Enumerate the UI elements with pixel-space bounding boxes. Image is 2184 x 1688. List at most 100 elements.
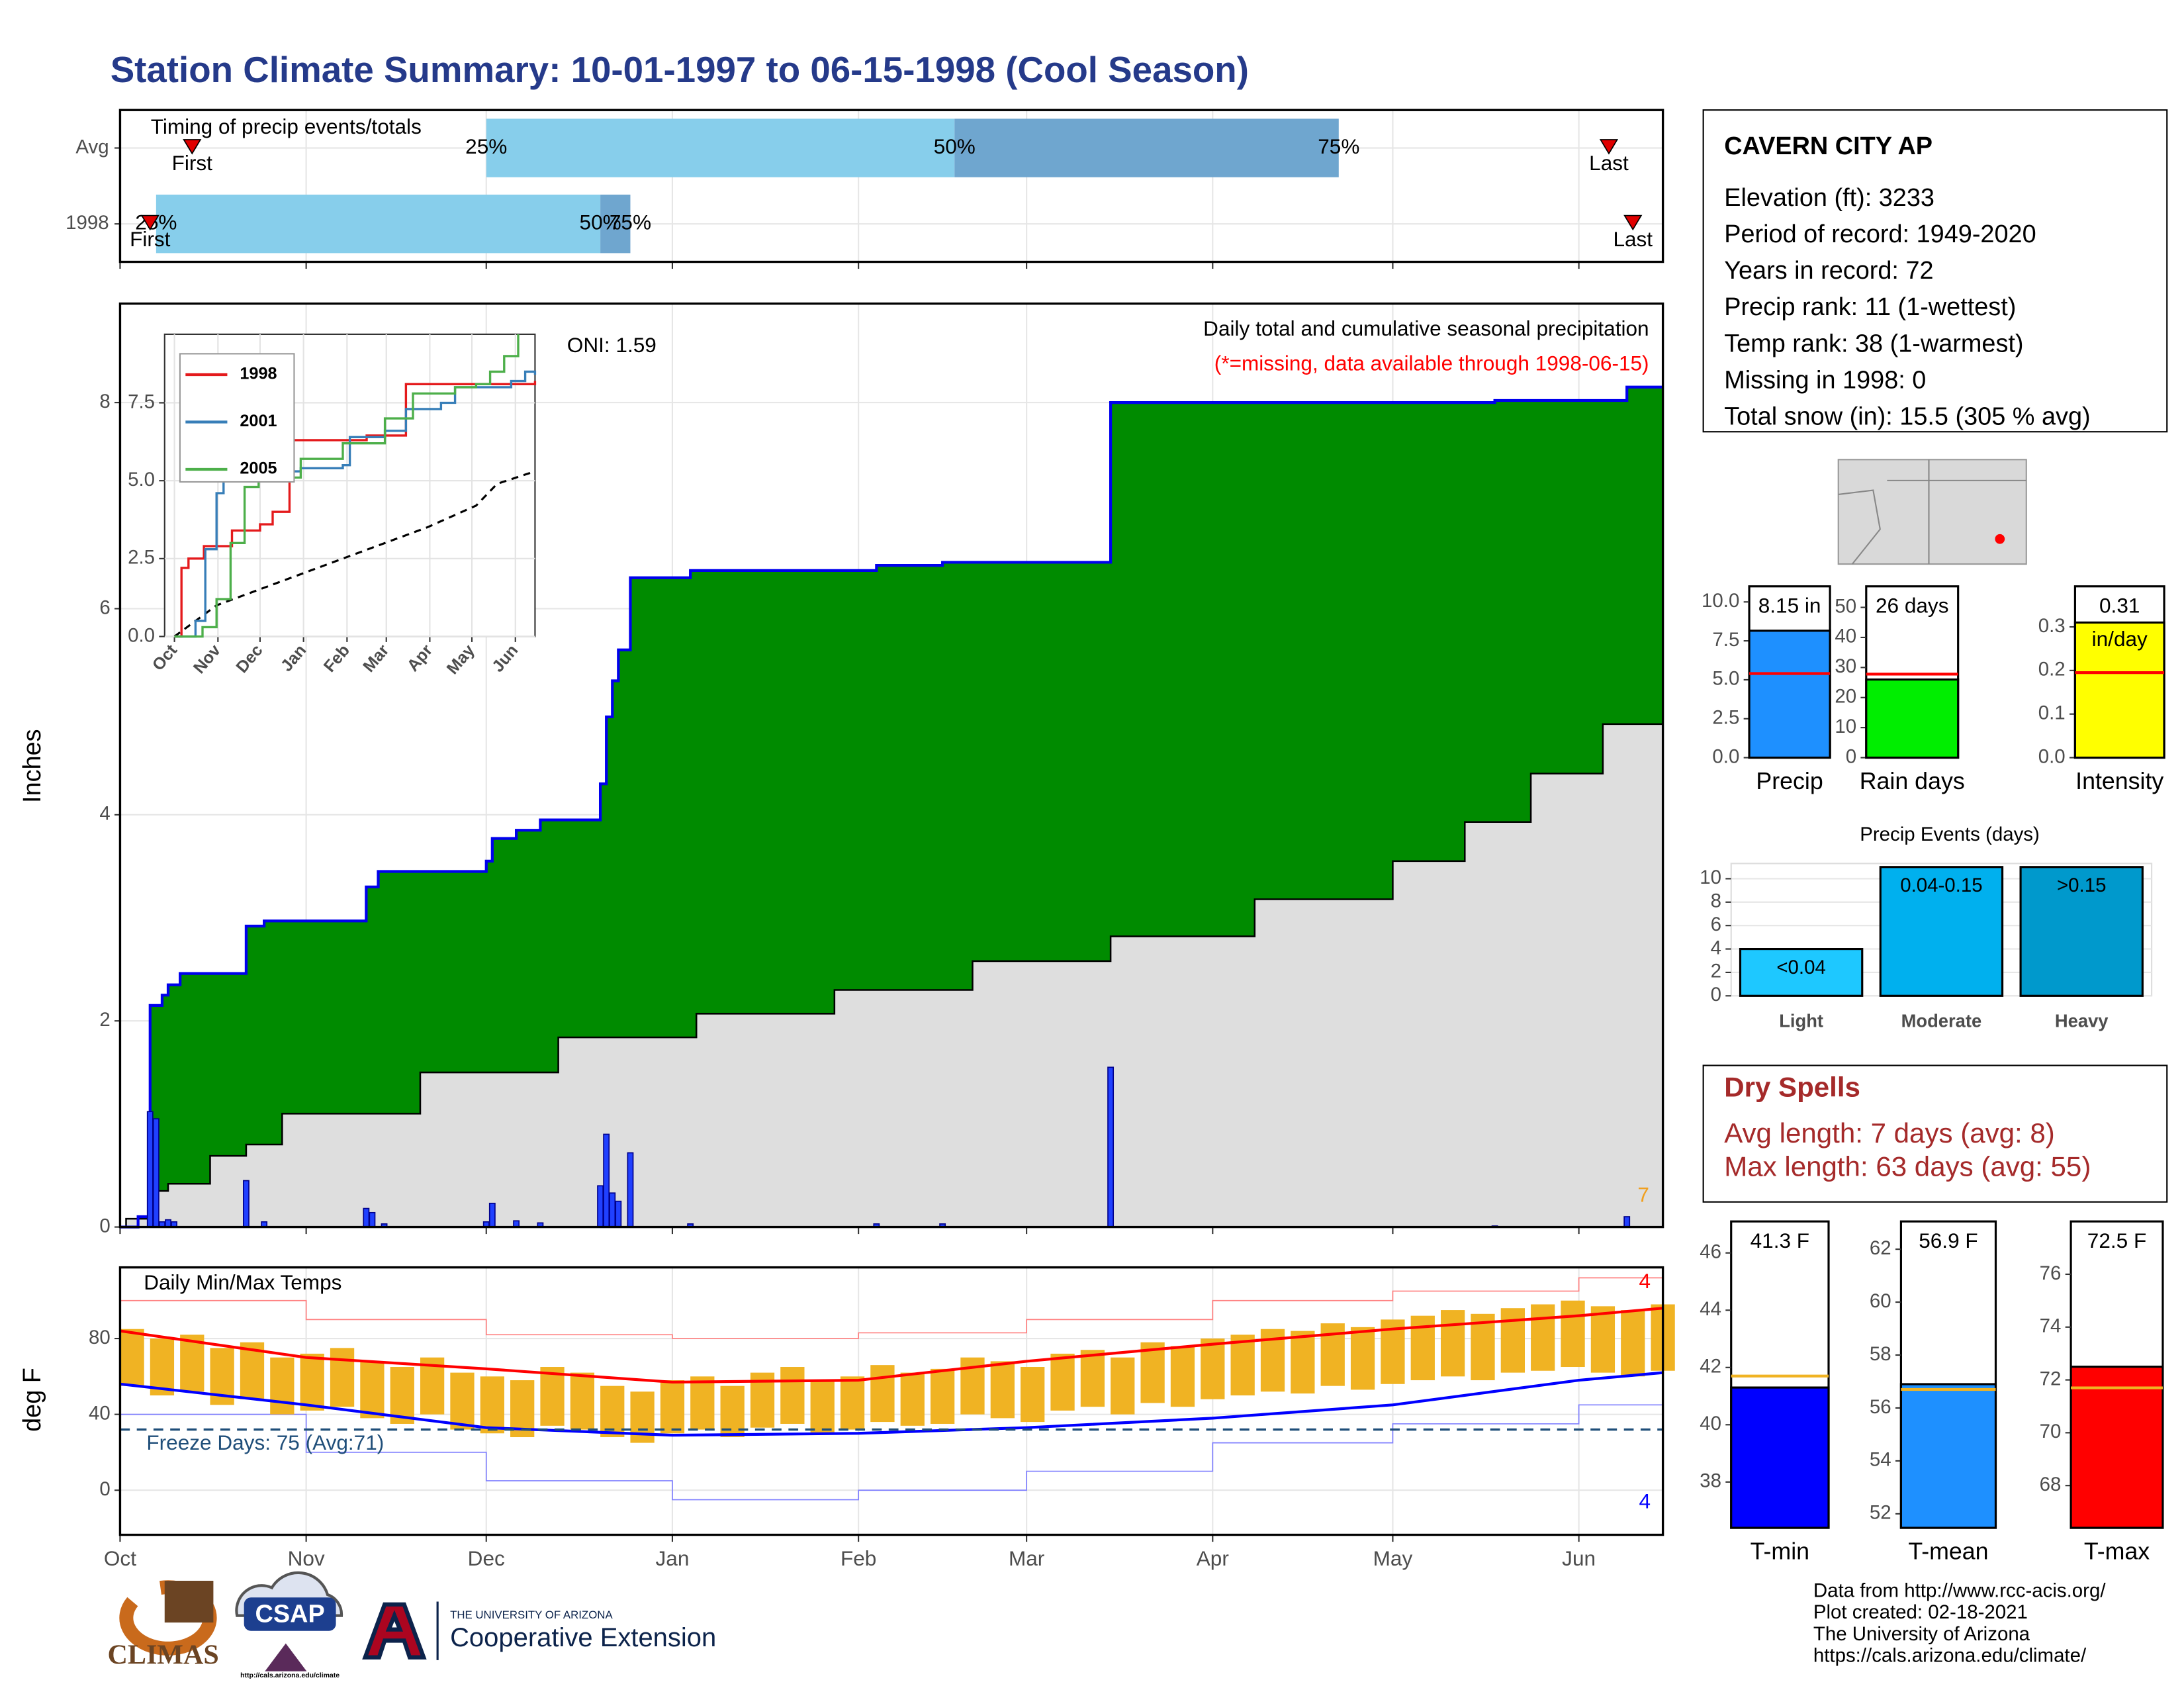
- x-tick-label: Jan: [656, 1546, 690, 1570]
- main-annotation: 7: [1637, 1183, 1649, 1207]
- daily-bar: [627, 1152, 634, 1228]
- normal-area: [120, 696, 1663, 1227]
- temp-bar: [1080, 1350, 1105, 1407]
- footer-line: The University of Arizona: [1813, 1623, 2030, 1645]
- temp-bar: [1500, 1308, 1525, 1373]
- y-tick-label: 40: [1835, 626, 1856, 647]
- y-tick-label: 7.5: [1712, 629, 1739, 651]
- value-label: 0.31 in/day: [2092, 594, 2148, 651]
- bar: [2073, 621, 2165, 759]
- event-label: Last: [1589, 151, 1629, 175]
- event-label: First: [130, 227, 171, 251]
- footer-line: Plot created: 02-18-2021: [1813, 1601, 2028, 1623]
- legend-label: 1998: [240, 365, 277, 383]
- temp-bar: [690, 1376, 715, 1430]
- y-tick-label: 10: [1700, 867, 1721, 888]
- logos: CLIMAS CSAP http://cals.arizona.edu/clim…: [108, 1571, 716, 1679]
- temp-bar: [930, 1368, 955, 1424]
- y-tick-label: 30: [1835, 655, 1856, 677]
- station-box: [1702, 109, 2168, 433]
- x-tick-label: Dec: [468, 1546, 505, 1570]
- value-label: 26 days: [1876, 594, 1949, 618]
- y-tick-label: 2.5: [128, 547, 155, 569]
- y-tick-label: 0.0: [2038, 745, 2066, 767]
- series-line: [174, 370, 537, 638]
- y-tick-label: 74: [2040, 1315, 2062, 1337]
- y-tick-label: 10: [1835, 716, 1856, 737]
- y-tick-label: 4: [1711, 937, 1721, 959]
- category-label: Light: [1779, 1011, 1823, 1031]
- daily-bar: [369, 1211, 376, 1228]
- category-label: T-min: [1751, 1538, 1809, 1564]
- dry-spells-title: Dry Spells: [1724, 1071, 1860, 1102]
- university-name: THE UNIVERSITY OF ARIZONA: [450, 1609, 613, 1621]
- plot-frame: [118, 109, 1664, 263]
- category-label: Precip: [1756, 768, 1823, 794]
- daily-bar: [488, 1202, 496, 1228]
- category-label: Intensity: [2075, 768, 2163, 794]
- temp-bar: [1170, 1346, 1195, 1407]
- y-tick-label: 0.1: [2038, 702, 2066, 724]
- value-label: 72.5 F: [2087, 1229, 2146, 1252]
- y-tick-label: 8: [1711, 890, 1721, 912]
- extension-name: Cooperative Extension: [450, 1623, 716, 1652]
- y-tick-label: 62: [1870, 1237, 1891, 1259]
- daily-bar: [152, 1118, 159, 1228]
- category-label: Rain days: [1860, 768, 1965, 794]
- csap-logo: CSAP: [255, 1601, 325, 1628]
- quartile-bar: [954, 118, 1339, 177]
- row-label: Avg: [75, 136, 109, 158]
- y-tick-label: 20: [1835, 686, 1856, 708]
- temp-bar: [1441, 1310, 1465, 1377]
- x-tick-label: Feb: [841, 1546, 876, 1570]
- quartile-bar: [600, 195, 631, 254]
- value-label: 56.9 F: [1919, 1229, 1978, 1252]
- y-tick-label: 10.0: [1702, 590, 1739, 612]
- daily-bar: [603, 1133, 610, 1228]
- temp-bar: [150, 1338, 175, 1395]
- temp-bar: [390, 1367, 414, 1424]
- dry-spell-line: Max length: 63 days (avg: 55): [1724, 1150, 2091, 1182]
- daily-bar: [242, 1180, 250, 1228]
- daily-bar: [609, 1192, 616, 1228]
- y-tick-label: 7.5: [128, 391, 155, 412]
- y-axis-label: deg F: [19, 1368, 46, 1432]
- temp-bar: [300, 1353, 324, 1411]
- temp-bar: [120, 1329, 144, 1386]
- legend-label: 2001: [240, 412, 277, 430]
- x-tick-label: Apr: [1197, 1546, 1229, 1570]
- y-tick-label: 68: [2040, 1474, 2062, 1495]
- y-tick-label: 76: [2040, 1262, 2062, 1284]
- value-label: 41.3 F: [1751, 1229, 1809, 1252]
- temp-bar: [180, 1335, 205, 1392]
- daily-bar: [363, 1207, 370, 1228]
- temp-bar: [1230, 1335, 1255, 1395]
- event-marker: [1599, 139, 1619, 155]
- footer-line: https://cals.arizona.edu/climate/: [1813, 1644, 2087, 1666]
- main-subtitle: Daily total and cumulative seasonal prec…: [1203, 316, 1649, 340]
- station-line: Total snow (in): 15.5 (305 % avg): [1724, 403, 2090, 431]
- y-tick-label: 46: [1700, 1241, 1721, 1263]
- temp-bar: [1021, 1367, 1045, 1423]
- station-line: Elevation (ft): 3233: [1724, 184, 1934, 212]
- dry-spell-line: Avg length: 7 days (avg: 8): [1724, 1117, 2055, 1149]
- y-axis-label: Inches: [19, 729, 46, 803]
- dry-spells-lines: Avg length: 7 days (avg: 8)Max length: 6…: [1724, 1117, 2091, 1182]
- temp-bar: [810, 1380, 835, 1434]
- temp-bar: [1140, 1342, 1165, 1403]
- station-name: CAVERN CITY AP: [1724, 132, 1933, 160]
- quartile-label: 50%: [580, 211, 621, 234]
- station-line: Precip rank: 11 (1-wettest): [1724, 293, 2016, 321]
- y-tick-label: 0.0: [128, 624, 155, 646]
- y-tick-label: 4: [99, 803, 110, 825]
- temp-bar: [900, 1372, 925, 1426]
- y-tick-label: 8: [99, 391, 110, 412]
- footer-line: Data from http://www.rcc-acis.org/: [1813, 1580, 2106, 1602]
- record-line: [120, 1395, 1664, 1501]
- y-tick-label: 0.3: [2038, 615, 2066, 637]
- y-tick-label: 38: [1700, 1470, 1721, 1492]
- temp-title: Daily Min/Max Temps: [144, 1270, 341, 1294]
- timing-title: Timing of precip events/totals: [151, 115, 422, 138]
- daily-bar: [1623, 1216, 1631, 1228]
